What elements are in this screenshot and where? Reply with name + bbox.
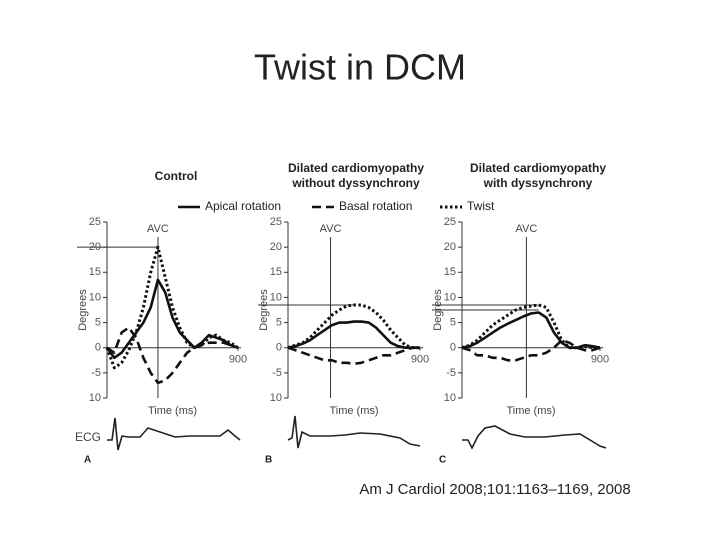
ecg-label: ECG — [75, 430, 101, 444]
y-tick-label: -5 — [272, 367, 282, 379]
ecg-trace — [287, 415, 421, 449]
series-line — [461, 303, 600, 350]
series-line — [287, 303, 420, 350]
y-axis-label: Degrees — [258, 289, 270, 331]
y-tick-label: -5 — [91, 367, 101, 379]
series-line — [105, 245, 239, 370]
y-tick-label: 10 — [89, 291, 101, 303]
panel-label: A — [84, 455, 91, 466]
ecg-trace — [107, 417, 241, 451]
x-axis-label: Time (ms) — [329, 405, 378, 417]
y-tick-label: 5 — [95, 316, 101, 328]
chart-title: Dilated cardiomyopathy — [288, 161, 424, 175]
y-tick-label: 10 — [444, 291, 456, 303]
y-tick-label: 25 — [270, 216, 282, 228]
y-tick-label: 5 — [276, 316, 282, 328]
chart-title: without dyssynchrony — [291, 176, 420, 190]
series-line — [461, 338, 601, 362]
avc-label: AVC — [320, 223, 342, 235]
chart-title: Dilated cardiomyopathy — [470, 161, 606, 175]
citation: Am J Cardiol 2008;101:1163–1169, 2008 — [359, 481, 630, 498]
y-tick-label: 25 — [444, 216, 456, 228]
y-tick-label: 0 — [276, 342, 282, 354]
avc-label: AVC — [147, 223, 169, 235]
y-tick-label: 25 — [89, 216, 101, 228]
y-tick-label: 5 — [450, 316, 456, 328]
y-tick-label: 10 — [270, 291, 282, 303]
x-tick-label: 900 — [229, 354, 247, 366]
legend-label: Twist — [467, 199, 495, 213]
legend-label: Apical rotation — [205, 199, 281, 213]
y-tick-label: 15 — [444, 266, 456, 278]
x-axis-label: Time (ms) — [506, 405, 555, 417]
legend-label: Basal rotation — [339, 199, 412, 213]
y-tick-label: 20 — [444, 241, 456, 253]
series-line — [105, 278, 239, 360]
panel-label: B — [265, 455, 272, 466]
y-tick-label: 10 — [444, 392, 456, 404]
series-line — [106, 326, 239, 385]
y-tick-label: 15 — [270, 266, 282, 278]
y-tick-label: 0 — [95, 342, 101, 354]
y-tick-label: -5 — [446, 367, 456, 379]
y-tick-label: 0 — [450, 342, 456, 354]
series-line — [287, 346, 420, 366]
y-axis-label: Degrees — [77, 289, 89, 331]
ecg-traces — [107, 415, 607, 451]
y-tick-label: 15 — [89, 266, 101, 278]
ecg-trace — [462, 425, 607, 450]
y-tick-label: 10 — [89, 392, 101, 404]
chart-title: with dyssynchrony — [483, 176, 593, 190]
x-tick-label: 900 — [591, 354, 609, 366]
x-axis-label: Time (ms) — [148, 405, 197, 417]
chart-title: Control — [155, 169, 198, 183]
y-tick-label: 20 — [270, 241, 282, 253]
panel-label: C — [439, 455, 446, 466]
slide-title: Twist in DCM — [254, 47, 466, 88]
series-line — [287, 320, 420, 349]
x-tick-label: 900 — [411, 354, 429, 366]
y-tick-label: 10 — [270, 392, 282, 404]
avc-label: AVC — [515, 223, 537, 235]
